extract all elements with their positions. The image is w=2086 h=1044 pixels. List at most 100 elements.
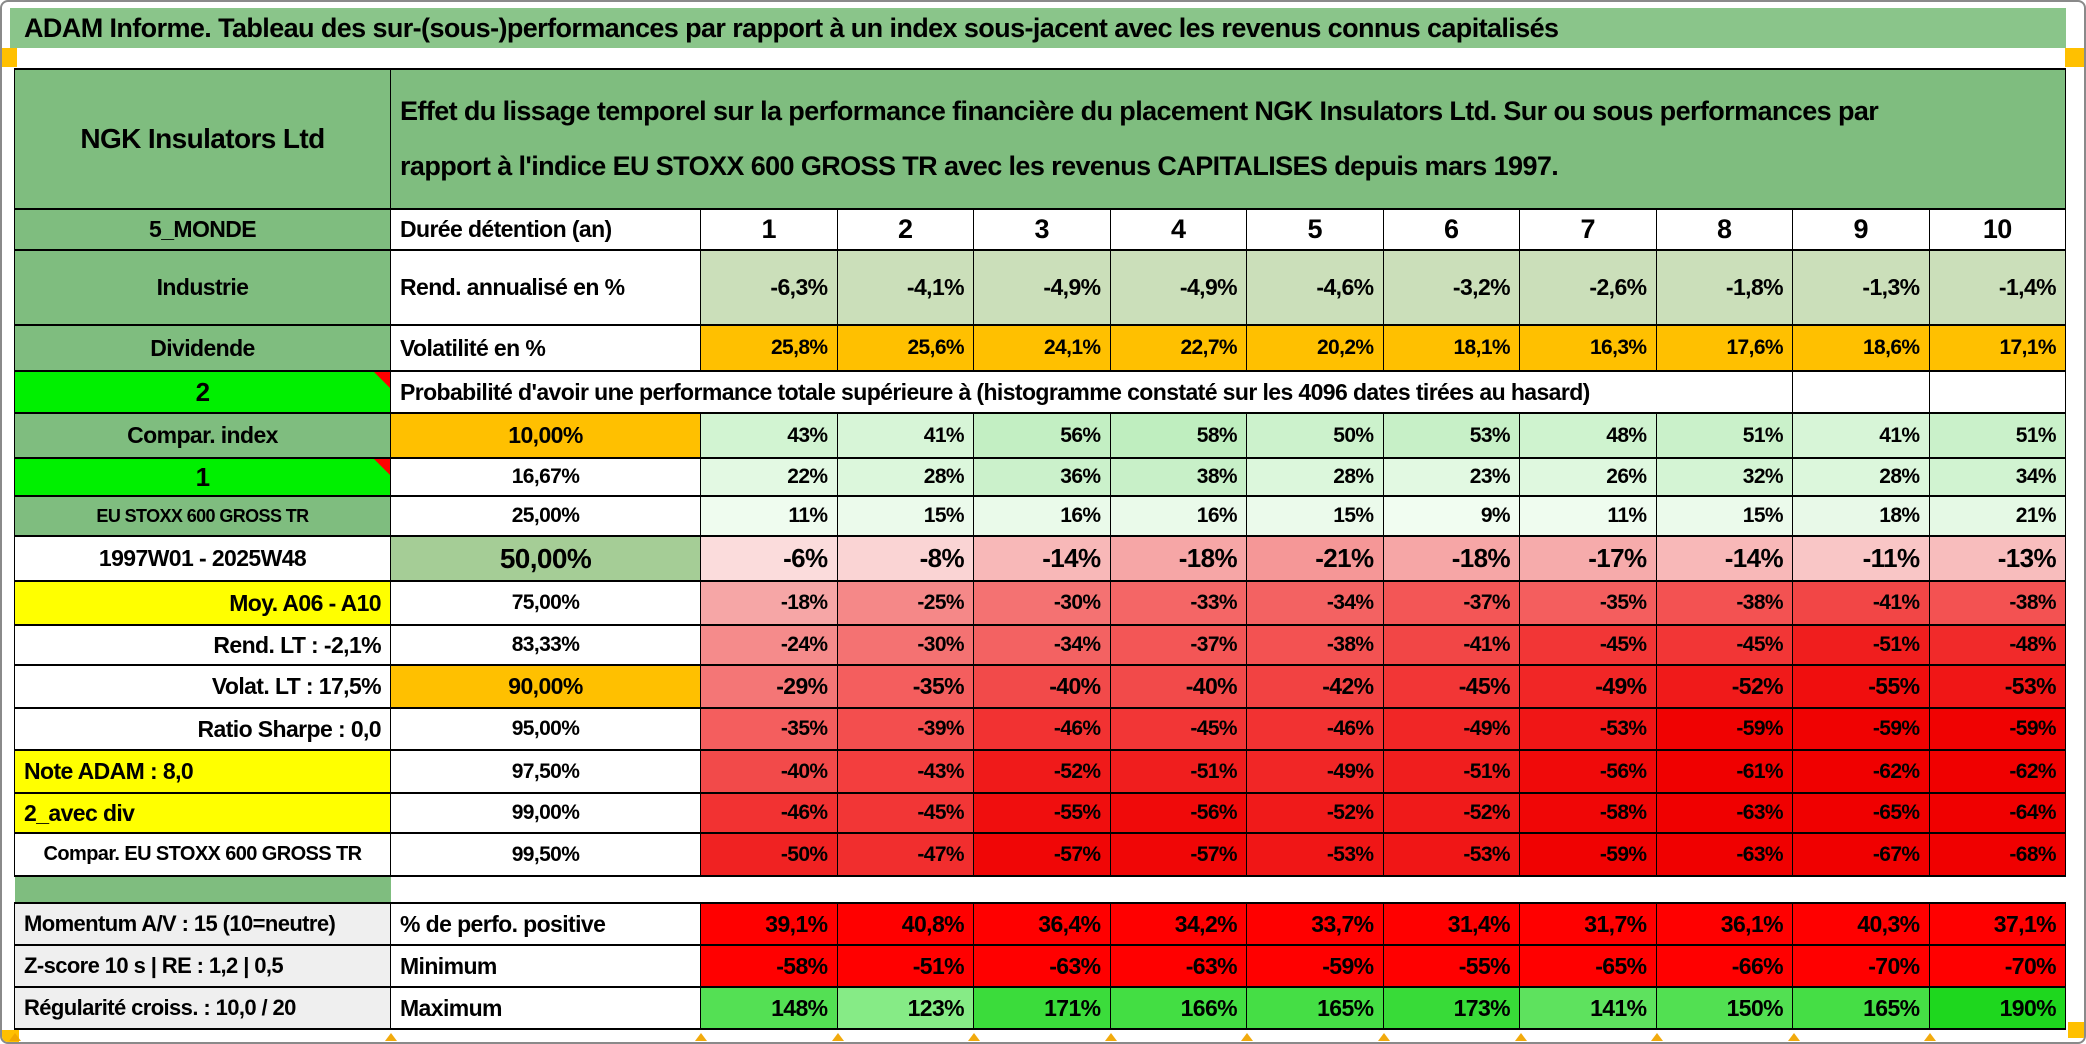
duree-label[interactable]: 5_MONDE [14, 208, 391, 251]
rend-label[interactable]: Industrie [14, 249, 391, 326]
p10-value-7[interactable]: 48% [1519, 412, 1657, 459]
p75-value-7[interactable]: -35% [1519, 580, 1657, 626]
volat-value-7[interactable]: 16,3% [1519, 324, 1657, 372]
perfpos-value-2[interactable]: 40,8% [836, 902, 974, 946]
volat-threshold[interactable]: Volatilité en % [390, 324, 701, 372]
maximum-value-4[interactable]: 166% [1109, 986, 1247, 1030]
p75-value-2[interactable]: -25% [836, 580, 974, 626]
p995-value-2[interactable]: -47% [836, 832, 974, 877]
p1667-value-3[interactable]: 36% [973, 457, 1111, 497]
p995-value-6[interactable]: -53% [1382, 832, 1520, 877]
rend-value-8[interactable]: -1,8% [1655, 249, 1793, 326]
p995-threshold[interactable]: 99,50% [390, 832, 701, 877]
p975-value-2[interactable]: -43% [836, 749, 974, 794]
maximum-value-9[interactable]: 165% [1792, 986, 1930, 1030]
p25-threshold[interactable]: 25,00% [390, 495, 701, 537]
p1667-value-6[interactable]: 23% [1382, 457, 1520, 497]
p90-value-3[interactable]: -40% [973, 664, 1111, 709]
p8333-threshold[interactable]: 83,33% [390, 624, 701, 666]
p75-label[interactable]: Moy. A06 - A10 [14, 580, 391, 626]
p25-value-3[interactable]: 16% [973, 495, 1111, 537]
report-description[interactable]: Effet du lissage temporel sur la perform… [390, 68, 2066, 210]
maximum-value-10[interactable]: 190% [1928, 986, 2066, 1030]
p75-value-8[interactable]: -38% [1655, 580, 1793, 626]
p90-value-10[interactable]: -53% [1928, 664, 2066, 709]
duree-value-1[interactable]: 1 [700, 208, 838, 251]
perfpos-value-3[interactable]: 36,4% [973, 902, 1111, 946]
p25-value-7[interactable]: 11% [1519, 495, 1657, 537]
p8333-value-7[interactable]: -45% [1519, 624, 1657, 666]
perfpos-value-10[interactable]: 37,1% [1928, 902, 2066, 946]
p1667-value-8[interactable]: 32% [1655, 457, 1793, 497]
p975-threshold[interactable]: 97,50% [390, 749, 701, 794]
volat-value-1[interactable]: 25,8% [700, 324, 838, 372]
p975-label[interactable]: Note ADAM : 8,0 [14, 749, 391, 794]
p50-value-8[interactable]: -14% [1655, 535, 1793, 582]
p90-value-2[interactable]: -35% [836, 664, 974, 709]
perfpos-label[interactable]: Momentum A/V : 15 (10=neutre) [14, 902, 391, 946]
perfpos-value-7[interactable]: 31,7% [1519, 902, 1657, 946]
p1667-threshold[interactable]: 16,67% [390, 457, 701, 497]
perfpos-value-9[interactable]: 40,3% [1792, 902, 1930, 946]
p95-value-8[interactable]: -59% [1655, 707, 1793, 751]
proba-heading[interactable]: Probabilité d'avoir une performance tota… [390, 370, 1793, 414]
minimum-value-8[interactable]: -66% [1655, 944, 1793, 988]
p10-label[interactable]: Compar. index [14, 412, 391, 459]
p10-threshold[interactable]: 10,00% [390, 412, 701, 459]
perfpos-threshold[interactable]: % de perfo. positive [390, 902, 701, 946]
p995-value-9[interactable]: -67% [1792, 832, 1930, 877]
company-name[interactable]: NGK Insulators Ltd [14, 68, 391, 210]
rend-value-7[interactable]: -2,6% [1519, 249, 1657, 326]
p25-value-8[interactable]: 15% [1655, 495, 1793, 537]
p50-value-10[interactable]: -13% [1928, 535, 2066, 582]
p1667-value-7[interactable]: 26% [1519, 457, 1657, 497]
p50-value-4[interactable]: -18% [1109, 535, 1247, 582]
duree-value-6[interactable]: 6 [1382, 208, 1520, 251]
p50-value-9[interactable]: -11% [1792, 535, 1930, 582]
maximum-value-7[interactable]: 141% [1519, 986, 1657, 1030]
p95-value-7[interactable]: -53% [1519, 707, 1657, 751]
maximum-threshold[interactable]: Maximum [390, 986, 701, 1030]
p50-value-3[interactable]: -14% [973, 535, 1111, 582]
duree-value-2[interactable]: 2 [836, 208, 974, 251]
p1667-value-4[interactable]: 38% [1109, 457, 1247, 497]
p975-value-6[interactable]: -51% [1382, 749, 1520, 794]
volat-value-10[interactable]: 17,1% [1928, 324, 2066, 372]
duree-value-5[interactable]: 5 [1246, 208, 1384, 251]
p75-value-9[interactable]: -41% [1792, 580, 1930, 626]
duree-value-7[interactable]: 7 [1519, 208, 1657, 251]
p99-value-1[interactable]: -46% [700, 792, 838, 834]
p8333-value-6[interactable]: -41% [1382, 624, 1520, 666]
p1667-value-2[interactable]: 28% [836, 457, 974, 497]
p99-value-7[interactable]: -58% [1519, 792, 1657, 834]
p975-value-8[interactable]: -61% [1655, 749, 1793, 794]
p95-value-6[interactable]: -49% [1382, 707, 1520, 751]
p25-value-2[interactable]: 15% [836, 495, 974, 537]
p10-value-10[interactable]: 51% [1928, 412, 2066, 459]
perfpos-value-6[interactable]: 31,4% [1382, 902, 1520, 946]
p99-label[interactable]: 2_avec div [14, 792, 391, 834]
duree-threshold[interactable]: Durée détention (an) [390, 208, 701, 251]
minimum-threshold[interactable]: Minimum [390, 944, 701, 988]
p995-value-4[interactable]: -57% [1109, 832, 1247, 877]
rend-value-3[interactable]: -4,9% [973, 249, 1111, 326]
p50-value-7[interactable]: -17% [1519, 535, 1657, 582]
p90-value-7[interactable]: -49% [1519, 664, 1657, 709]
p95-value-1[interactable]: -35% [700, 707, 838, 751]
p99-value-9[interactable]: -65% [1792, 792, 1930, 834]
p75-value-1[interactable]: -18% [700, 580, 838, 626]
p10-value-9[interactable]: 41% [1792, 412, 1930, 459]
p10-value-4[interactable]: 58% [1109, 412, 1247, 459]
p8333-value-8[interactable]: -45% [1655, 624, 1793, 666]
p995-label[interactable]: Compar. EU STOXX 600 GROSS TR [14, 832, 391, 877]
p1667-value-9[interactable]: 28% [1792, 457, 1930, 497]
rend-value-2[interactable]: -4,1% [836, 249, 974, 326]
p90-value-6[interactable]: -45% [1382, 664, 1520, 709]
p8333-value-1[interactable]: -24% [700, 624, 838, 666]
p50-value-5[interactable]: -21% [1246, 535, 1384, 582]
p50-label[interactable]: 1997W01 - 2025W48 [14, 535, 391, 582]
maximum-value-1[interactable]: 148% [700, 986, 838, 1030]
spacer-blank[interactable] [390, 876, 2066, 903]
p75-value-10[interactable]: -38% [1928, 580, 2066, 626]
spacer-green-cell[interactable] [14, 876, 391, 903]
